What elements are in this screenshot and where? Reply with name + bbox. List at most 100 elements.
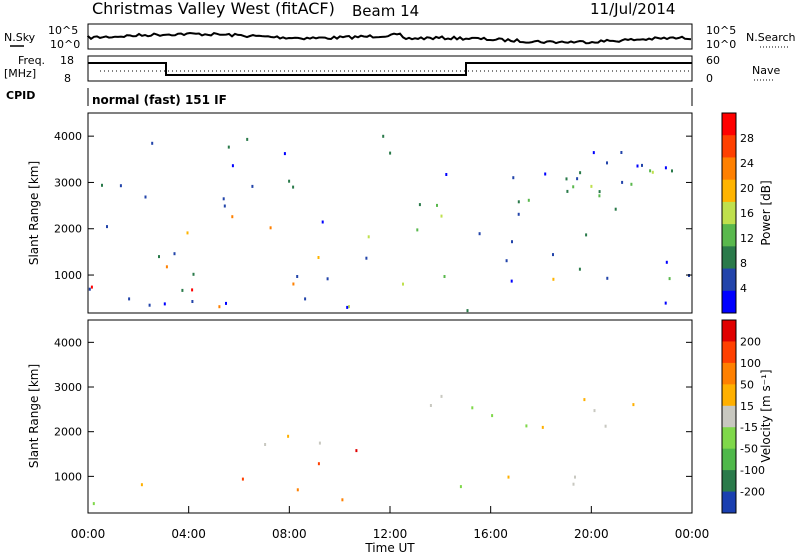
- x-tick-label: 08:00: [272, 527, 307, 541]
- power-cell: [101, 183, 103, 187]
- power-cell: [565, 177, 568, 181]
- date-label: 11/Jul/2014: [590, 0, 675, 18]
- power-cell: [367, 235, 370, 239]
- power-cell: [466, 309, 469, 313]
- power-cell: [579, 171, 582, 175]
- colorbar-tick-label: -15: [740, 421, 758, 434]
- power-cell: [517, 212, 520, 216]
- power-cell: [641, 163, 643, 167]
- power-cell: [227, 145, 230, 149]
- colorbar-tick-label: 8: [740, 257, 747, 270]
- nsearch-label: N.Search: [746, 31, 796, 44]
- velocity-cell: [296, 488, 299, 492]
- velocity-cell: [572, 482, 575, 486]
- power-cell: [321, 220, 324, 224]
- velocity-cell: [491, 414, 494, 418]
- power-cell: [106, 225, 108, 229]
- colorbar-swatch: [722, 384, 736, 407]
- velocity-cell: [541, 425, 544, 429]
- nave-tick-low: 0: [706, 72, 713, 85]
- power-cell: [144, 195, 147, 199]
- colorbar-swatch: [722, 341, 736, 364]
- power-cell: [416, 228, 419, 232]
- power-cell: [317, 256, 320, 259]
- y-tick-label: 2000: [54, 426, 82, 439]
- freq-tick-low: 8: [64, 72, 71, 85]
- colorbar-tick-label: 4: [740, 282, 747, 295]
- velocity-colorbar: 200 100 50 15 -15 -50 -100 -200: [721, 319, 765, 514]
- velocity-cell: [341, 498, 344, 502]
- velocity-cell: [525, 424, 528, 428]
- power-cell: [664, 166, 667, 170]
- colorbar-tick-label: 15: [740, 400, 754, 413]
- power-cell: [585, 233, 588, 237]
- power-cell: [614, 207, 617, 211]
- nsky-label: N.Sky: [4, 31, 36, 44]
- power-cell: [269, 226, 272, 230]
- station-title: Christmas Valley West (fitACF): [92, 0, 335, 18]
- velocity-cells: [92, 394, 635, 506]
- colorbar-swatch: [722, 491, 736, 514]
- velocity-cell: [429, 404, 432, 407]
- velocity-panel: 1000 2000 3000 4000 00:00 04:00 08:00 12:00 16:…: [27, 319, 773, 554]
- x-tick-label: 16:00: [473, 527, 508, 541]
- y-tick-label: 4000: [54, 336, 82, 349]
- colorbar-frame: [721, 319, 737, 514]
- power-cell: [576, 177, 579, 181]
- velocity-cell: [593, 409, 596, 413]
- freq-panel: Freq. [MHz] 18 8 60 0 Nave: [4, 54, 780, 85]
- power-cell: [566, 189, 569, 193]
- power-cell: [572, 185, 575, 189]
- power-cell: [544, 172, 547, 176]
- power-cell: [592, 151, 595, 155]
- velocity-cell: [574, 475, 576, 479]
- power-cell: [158, 255, 160, 259]
- beam-label: Beam 14: [352, 2, 419, 20]
- power-cell: [445, 173, 448, 176]
- velocity-cell: [241, 477, 244, 481]
- colorbar-tick-label: 200: [740, 335, 761, 348]
- velocity-cell: [264, 443, 267, 446]
- nave-label: Nave: [752, 64, 780, 77]
- power-cell: [251, 184, 254, 188]
- noise-tick-high-right: 10^5: [706, 24, 736, 37]
- noise-tick-high: 10^5: [48, 24, 78, 37]
- colorbar-swatch: [722, 448, 736, 471]
- power-cell: [231, 164, 234, 168]
- power-cell: [283, 152, 286, 156]
- power-cell: [478, 232, 481, 236]
- power-cell: [225, 301, 227, 305]
- power-cell: [288, 179, 291, 183]
- power-cell: [511, 240, 513, 244]
- colorbar-tick-label: 16: [740, 207, 754, 220]
- power-cell: [598, 194, 601, 198]
- power-cell: [348, 305, 350, 309]
- power-cell: [649, 169, 652, 173]
- y-tick-label: 4000: [54, 130, 82, 143]
- power-cell: [668, 277, 671, 281]
- power-cell: [192, 272, 195, 276]
- freq-tick-high: 18: [60, 54, 74, 67]
- power-cell: [402, 282, 404, 286]
- y-tick-label: 3000: [54, 176, 82, 189]
- velocity-cell: [632, 403, 635, 407]
- power-cell: [148, 303, 151, 307]
- power-cell: [326, 277, 329, 281]
- power-cell: [173, 252, 176, 256]
- power-cell: [552, 277, 555, 281]
- power-cell: [119, 184, 122, 188]
- power-cell: [590, 184, 593, 188]
- x-tick-label: 04:00: [171, 527, 206, 541]
- velocity-cell: [317, 462, 320, 466]
- colorbar-swatch: [722, 320, 736, 342]
- power-cell: [578, 267, 581, 271]
- power-cell: [630, 182, 633, 186]
- power-cell: [231, 215, 234, 219]
- colorbar-tick-label: 100: [740, 357, 761, 370]
- power-cell: [606, 276, 609, 280]
- time-axis: 00:00 04:00 08:00 12:00 16:00 20:00 00:00: [71, 506, 710, 541]
- colorbar-tick-label: -100: [740, 464, 765, 477]
- power-cell: [636, 164, 639, 168]
- x-tick-label: 00:00: [675, 527, 710, 541]
